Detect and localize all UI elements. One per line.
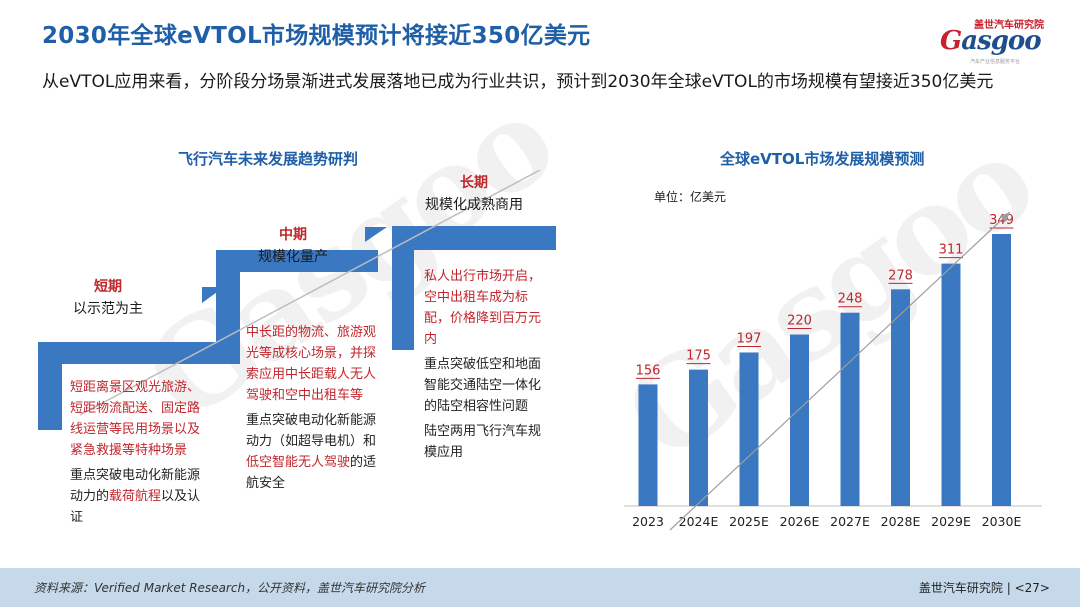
- chart-value-label: 197: [737, 331, 762, 346]
- chart-bar: [941, 263, 961, 506]
- gasgoo-logo: 盖世汽车研究院 Gasgoo 汽车产业信息服务平台: [940, 16, 1050, 65]
- stage-short-phase: 短期: [94, 279, 122, 295]
- chart-unit: 单位：亿美元: [654, 190, 727, 204]
- chart-value-label: 248: [838, 292, 863, 307]
- chart-bar: [638, 384, 658, 506]
- chart-category-label: 2025E: [729, 514, 769, 529]
- stage-long-dark-text-2: 陆空两用飞行汽车规模应用: [424, 424, 542, 460]
- stage-mid-dark-text: 重点突破电动化新能源动力（如超导电机）和低空智能无人驾驶的适航安全: [246, 410, 384, 494]
- chart-value-label: 311: [939, 243, 964, 258]
- stage-mid-label: 中期 规模化量产: [238, 224, 348, 266]
- stage-short-red-text: 短距离景区观光旅游、短距物流配送、固定路线运营等民用场景以及紧急救援等特种场景: [70, 380, 201, 458]
- stage-long-phase: 长期: [460, 175, 488, 191]
- stage-mid-sub: 规模化量产: [258, 249, 328, 265]
- chart-value-label: 175: [686, 349, 711, 364]
- chart-value-label: 156: [636, 363, 661, 378]
- chart-category-label: 2023: [632, 514, 664, 529]
- chart-bar: [739, 352, 759, 506]
- stage-mid-text: 中长距的物流、旅游观光等成核心场景，并探索应用中长距载人无人驾驶和空中出租车等 …: [246, 322, 384, 498]
- chart-category-label: 2026E: [780, 514, 820, 529]
- footer-bar: 资料来源：Verified Market Research，公开资料，盖世汽车研…: [0, 568, 1080, 607]
- left-section-title: 飞行汽车未来发展趋势研判: [178, 150, 359, 168]
- trend-arrow: [669, 211, 1011, 531]
- chart-bar: [689, 369, 708, 506]
- market-size-chart: 156 2023 175 2024E 197 2025E 220 2026E 248 2027E 2…: [624, 211, 1042, 531]
- stage-long-dark-text-1: 重点突破低空和地面智能交通陆空一体化的陆空相容性问题: [424, 357, 542, 414]
- trend-arrowhead: [1000, 212, 1010, 222]
- footer-right: 盖世汽车研究院 | <27>: [918, 581, 1050, 595]
- stage-long-sub: 规模化成熟商用: [425, 197, 523, 213]
- stage-mid-dark-2: 的适航安全: [246, 455, 377, 491]
- chart-category-label: 2029E: [931, 514, 971, 529]
- stage-short-text: 短距离景区观光旅游、短距物流配送、固定路线运营等民用场景以及紧急救援等特种场景 …: [70, 377, 210, 532]
- staircase-graphic: [38, 170, 556, 430]
- chart-value-label: 278: [888, 268, 913, 283]
- footer-org: 盖世汽车研究院: [918, 581, 1003, 595]
- logo-brand: Gasgoo: [940, 26, 1042, 56]
- stage-long-text: 私人出行市场开启，空中出租车成为标配，价格降到百万元内 重点突破低空和地面智能交…: [424, 266, 552, 467]
- chart-category-label: 2028E: [881, 514, 921, 529]
- footer-source: 资料来源：Verified Market Research，公开资料，盖世汽车研…: [34, 581, 426, 595]
- logo-tagline: 汽车产业信息服务平台: [970, 59, 1021, 65]
- chart-bar: [840, 312, 860, 506]
- chart-title: 全球eVTOL市场发展规模预测: [720, 150, 925, 168]
- chart-category-label: 2027E: [830, 514, 870, 529]
- chart-bar: [992, 234, 1011, 506]
- page-number: <27>: [1014, 581, 1050, 595]
- chart-bar: [891, 289, 910, 506]
- stage-short-dark-2: 以及认证: [70, 489, 201, 525]
- logo-org-text: 盖世汽车研究院: [974, 20, 1044, 31]
- logo-brand-text: asgoo: [961, 26, 1041, 56]
- chart-category-label: 2030E: [982, 514, 1022, 529]
- stage-short-dark-text: 重点突破电动化新能源动力的载荷航程以及认证: [70, 465, 210, 528]
- stage-mid-red-text: 中长距的物流、旅游观光等成核心场景，并探索应用中长距载人无人驾驶和空中出租车等: [246, 325, 377, 403]
- stage-short-dark-red: 载荷航程: [109, 489, 162, 504]
- chart-category-label: 2024E: [679, 514, 719, 529]
- stage-short-label: 短期 以示范为主: [58, 276, 158, 318]
- stage-short-sub: 以示范为主: [73, 301, 143, 317]
- stage-long-label: 长期 规模化成熟商用: [412, 172, 536, 214]
- stage-mid-dark-red: 低空智能无人驾驶: [246, 455, 351, 470]
- stage-short-dark-1: 重点突破电动化新能源动力的: [70, 468, 201, 504]
- chart-value-label: 220: [787, 314, 812, 329]
- logo-brand-initial: G: [940, 26, 962, 56]
- page-title: 2030年全球eVTOL市场规模预计将接近350亿美元: [42, 23, 591, 49]
- chart-bar: [790, 334, 809, 506]
- page-subtitle: 从eVTOL应用来看，分阶段分场景渐进式发展落地已成为行业共识，预计到2030年…: [42, 72, 994, 92]
- stage-mid-dark-1: 重点突破电动化新能源动力（如超导电机）和: [246, 413, 377, 449]
- stage-mid-phase: 中期: [279, 227, 307, 243]
- stage-long-red-text: 私人出行市场开启，空中出租车成为标配，价格降到百万元内: [424, 269, 542, 347]
